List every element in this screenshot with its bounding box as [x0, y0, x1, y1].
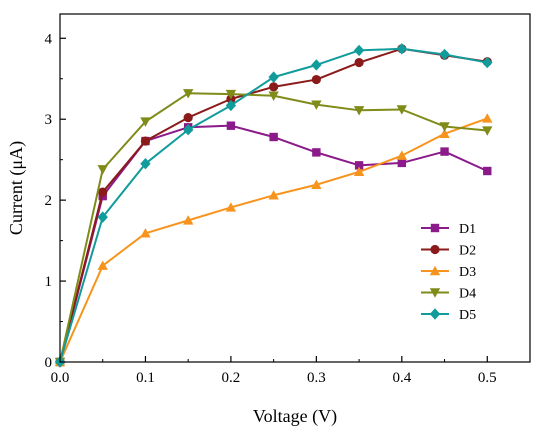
data-point-d5	[482, 56, 493, 69]
data-point-d5	[268, 71, 279, 83]
x-tick-label: 0.3	[307, 370, 326, 386]
data-point-d5	[182, 124, 194, 136]
x-axis-title: Voltage (V)	[253, 406, 337, 427]
data-point-d5	[225, 99, 237, 112]
data-point-d3	[225, 202, 237, 212]
data-point-d2	[269, 82, 279, 92]
series-d1	[55, 121, 492, 367]
data-point-d5	[353, 44, 365, 57]
data-point-d2	[140, 136, 151, 146]
data-point-d3	[182, 215, 194, 225]
data-point-d5	[311, 59, 322, 71]
data-point-d4	[225, 89, 237, 100]
data-point-d4	[353, 106, 365, 116]
data-point-d1	[483, 166, 492, 176]
data-point-d3	[396, 150, 408, 160]
series-line-d3	[59, 117, 488, 363]
data-point-d4	[182, 89, 194, 99]
data-point-d4	[311, 100, 322, 110]
data-point-d4	[439, 122, 450, 132]
y-axis-title: Current (μA)	[6, 141, 27, 235]
legend-marker	[430, 244, 440, 255]
x-tick-label: 0.0	[51, 370, 70, 386]
data-point-d3	[439, 128, 450, 138]
data-point-d3	[97, 260, 108, 270]
data-point-d5	[439, 48, 450, 61]
legend-marker	[430, 223, 440, 233]
data-point-d2	[98, 187, 108, 197]
data-point-d3	[311, 179, 322, 189]
legend-item: D3	[421, 265, 476, 280]
data-point-d2	[183, 112, 193, 123]
series-line-d1	[59, 124, 488, 363]
data-point-d4	[140, 117, 151, 127]
legend-label: D5	[459, 308, 476, 323]
y-tick-label: 0	[45, 355, 53, 371]
legend-item: D1	[421, 222, 476, 237]
legend-item: D5	[421, 308, 476, 323]
data-point-d1	[354, 161, 364, 170]
data-point-d5	[140, 158, 151, 170]
x-tick-label: 0.1	[136, 370, 155, 386]
data-point-d3	[482, 113, 493, 123]
tick-labels-layer: 0.0 0.1 0.2 0.3 0.4 0.5 0 1 2 3 4	[45, 31, 497, 386]
data-point-d5	[97, 211, 108, 223]
data-point-d1	[440, 147, 449, 156]
data-point-d1	[397, 158, 407, 168]
data-point-d4	[97, 165, 108, 175]
plot-frame	[59, 13, 531, 363]
data-point-d2	[354, 57, 364, 68]
y-tick-label: 1	[45, 274, 53, 290]
legend-label: D3	[459, 265, 476, 280]
series-d4	[54, 89, 493, 368]
y-tick-label: 4	[45, 31, 53, 47]
legend-item: D4	[421, 287, 476, 302]
x-tick-label: 0.5	[478, 370, 497, 386]
legend-marker	[429, 288, 441, 298]
data-point-d3	[268, 190, 279, 200]
legend-marker	[429, 265, 441, 276]
x-tick-label: 0.4	[392, 370, 411, 386]
data-point-d4	[482, 126, 493, 136]
data-point-d2	[311, 74, 321, 85]
legend-label: D1	[459, 222, 476, 237]
legend-marker	[429, 308, 441, 320]
data-point-d1	[226, 121, 236, 130]
data-point-d1	[312, 148, 321, 157]
legend-label: D2	[459, 244, 476, 259]
legend-label: D4	[459, 287, 476, 302]
series-layer	[54, 43, 493, 368]
legend: D1 D2 D3 D4 D5	[421, 222, 476, 323]
y-tick-label: 2	[45, 193, 53, 209]
data-point-d3	[140, 228, 151, 238]
data-point-d4	[396, 105, 408, 115]
data-point-d1	[269, 132, 278, 142]
data-point-d4	[268, 91, 279, 101]
x-tick-label: 0.2	[222, 370, 241, 386]
series-d3	[54, 113, 493, 367]
data-point-d5	[396, 43, 408, 55]
legend-item: D2	[421, 244, 476, 259]
y-tick-label: 3	[45, 112, 53, 128]
data-point-d3	[353, 166, 365, 177]
